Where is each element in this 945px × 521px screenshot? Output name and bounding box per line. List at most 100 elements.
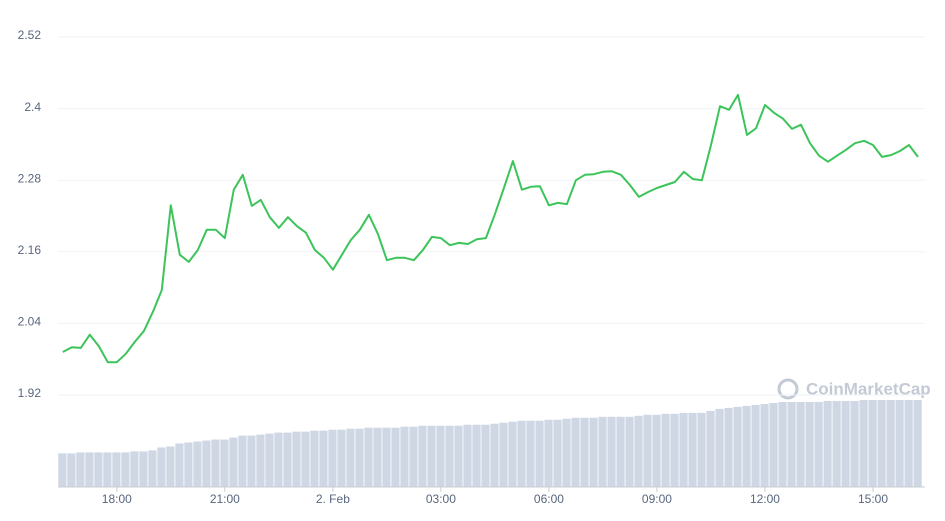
volume-bar — [787, 401, 796, 487]
volume-bar — [229, 437, 238, 487]
volume-bar — [58, 453, 67, 487]
volume-bar — [877, 400, 886, 487]
volume-bar — [418, 425, 427, 487]
volume-bar — [121, 452, 130, 487]
y-tick-label: 1.92 — [18, 386, 42, 400]
volume-bar — [589, 417, 598, 487]
y-tick-label: 2.52 — [18, 28, 42, 42]
volume-bar — [103, 452, 112, 487]
volume-bar — [544, 419, 553, 487]
volume-bar — [265, 433, 274, 487]
volume-bar — [355, 428, 364, 487]
volume-bar — [742, 405, 751, 487]
watermark: CoinMarketCap — [806, 379, 931, 398]
volume-bar — [760, 403, 769, 487]
volume-bar — [823, 400, 832, 487]
volume-bar — [256, 434, 265, 487]
volume-bar — [805, 401, 814, 487]
volume-bar — [238, 435, 247, 487]
x-tick-label: 2. Feb — [316, 492, 350, 506]
volume-bar — [211, 439, 220, 487]
volume-bar — [472, 424, 481, 487]
volume-bar — [733, 406, 742, 487]
volume-bar — [580, 417, 589, 487]
volume-bar — [175, 443, 184, 487]
volume-bar — [301, 431, 310, 487]
volume-bar — [76, 452, 85, 487]
volume-bar — [634, 415, 643, 487]
volume-bar — [913, 400, 922, 487]
volume-bar — [184, 442, 193, 487]
volume-bar — [283, 432, 292, 487]
watermark-logo — [777, 378, 799, 400]
volume-bar — [517, 420, 526, 487]
volume-bar — [139, 451, 148, 487]
volume-bar — [454, 425, 463, 487]
volume-bar — [247, 435, 256, 487]
x-tick-label: 12:00 — [750, 492, 780, 506]
volume-bar — [724, 407, 733, 487]
volume-bar — [391, 427, 400, 487]
x-tick-label: 18:00 — [102, 492, 132, 506]
volume-bar — [562, 418, 571, 487]
volume-bar — [346, 428, 355, 487]
volume-bar — [607, 416, 616, 487]
volume-bar — [886, 400, 895, 487]
volume-bar — [868, 400, 877, 487]
volume-bar — [319, 430, 328, 487]
y-tick-label: 2.28 — [18, 171, 42, 185]
volume-bar — [445, 425, 454, 487]
volume-bar — [166, 446, 175, 487]
volume-bar — [688, 412, 697, 487]
volume-bar — [382, 427, 391, 487]
volume-bar — [328, 429, 337, 487]
volume-bar — [679, 412, 688, 487]
volume-bar — [904, 400, 913, 487]
volume-bar — [832, 400, 841, 487]
volume-bar — [94, 452, 103, 487]
volume-bar — [850, 400, 859, 487]
volume-bar — [364, 427, 373, 487]
volume-bar — [481, 424, 490, 487]
volume-bar — [148, 450, 157, 487]
volume-bar — [661, 413, 670, 487]
volume-bar — [697, 412, 706, 487]
price-line — [62, 93, 919, 364]
volume-bar — [85, 452, 94, 487]
x-tick-label: 03:00 — [426, 492, 456, 506]
volume-bar — [292, 431, 301, 487]
volume-bar — [436, 425, 445, 487]
x-tick-label: 15:00 — [858, 492, 888, 506]
volume-bar — [400, 426, 409, 487]
volume-bar — [499, 422, 508, 487]
volume-bar — [814, 401, 823, 487]
y-tick-label: 2.16 — [18, 243, 42, 257]
volume-bar — [859, 400, 868, 487]
volume-bar — [778, 401, 787, 487]
volume-bar — [598, 416, 607, 487]
volume-bar — [67, 453, 76, 487]
x-tick-label: 21:00 — [210, 492, 240, 506]
volume-bar — [895, 400, 904, 487]
volume-bar — [157, 447, 166, 487]
volume-bar — [571, 417, 580, 487]
y-tick-label: 2.4 — [24, 100, 41, 114]
volume-bar — [553, 419, 562, 487]
x-tick-label: 09:00 — [642, 492, 672, 506]
volume-bar — [193, 441, 202, 487]
volume-bar — [220, 439, 229, 487]
volume-bar — [796, 401, 805, 487]
y-tick-label: 2.04 — [18, 315, 42, 329]
volume-bar — [490, 423, 499, 487]
volume-bar — [841, 400, 850, 487]
volume-bar — [769, 402, 778, 487]
volume-bar — [274, 432, 283, 487]
volume-bar — [535, 420, 544, 487]
volume-bar — [508, 421, 517, 487]
volume-bar — [463, 424, 472, 487]
volume-bar — [427, 425, 436, 487]
volume-bar — [337, 429, 346, 487]
volume-bar — [310, 430, 319, 487]
volume-bar — [373, 427, 382, 487]
